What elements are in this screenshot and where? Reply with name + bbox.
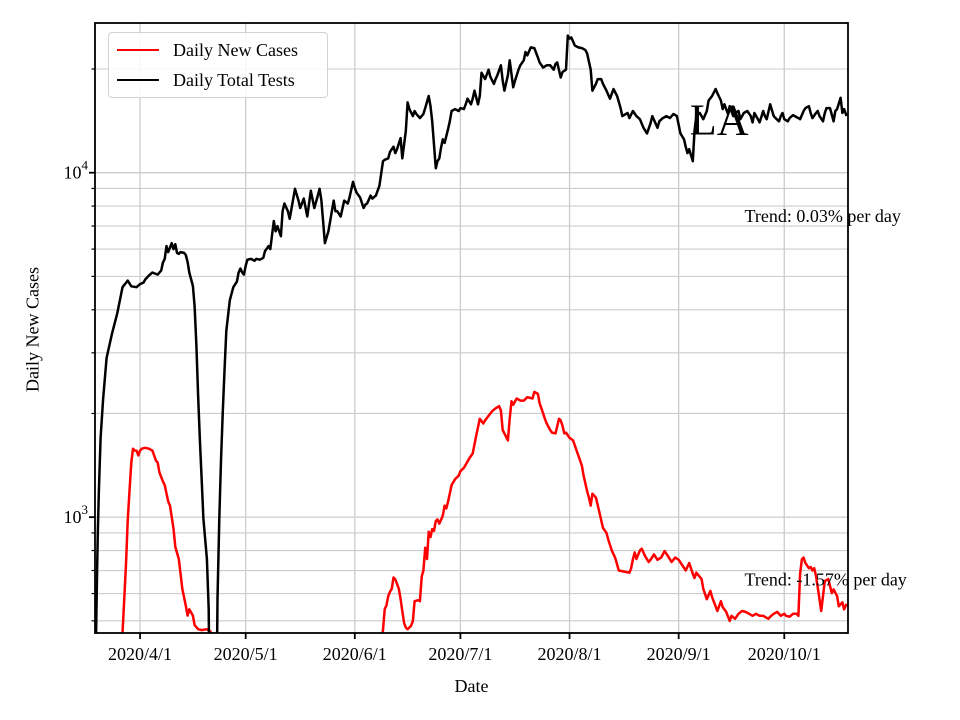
legend-line-sample-black [117,79,159,81]
series-daily-new-cases [121,446,212,633]
y-tick-label: 103 [64,502,89,527]
y-tick-label: 104 [64,158,89,183]
x-tick-label: 2020/4/1 [108,644,172,664]
legend-box: Daily New Cases Daily Total Tests [108,32,328,98]
series-daily-total-tests [95,34,848,633]
series-daily-new-cases [381,390,848,633]
legend-label: Daily New Cases [173,39,298,60]
annotation-text: Trend: -1.57% per day [745,570,907,590]
x-tick-label: 2020/5/1 [214,644,278,664]
x-tick-label: 2020/9/1 [647,644,711,664]
series-group [95,34,848,633]
legend-label: Daily Total Tests [173,69,295,90]
legend-entry-daily-total-tests: Daily Total Tests [109,65,327,95]
x-tick-label: 2020/8/1 [538,644,602,664]
x-tick-label: 2020/7/1 [428,644,492,664]
x-tick-label: 2020/10/1 [748,644,821,664]
y-axis-label: Daily New Cases [22,267,43,392]
plot-border [94,22,849,634]
x-tick-label: 2020/6/1 [323,644,387,664]
legend-entry-daily-new-cases: Daily New Cases [109,35,327,65]
annotation-text: Trend: 0.03% per day [745,206,901,226]
x-axis-label: Date [454,676,489,696]
legend-line-sample-red [117,49,159,51]
annotation-text: LA [690,96,749,145]
